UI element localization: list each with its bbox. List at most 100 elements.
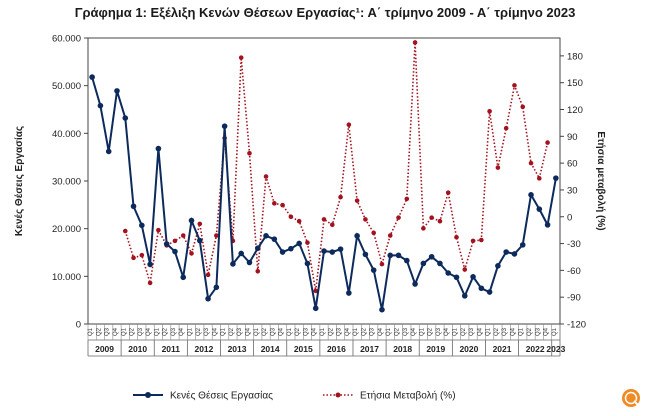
y-axis-left-label: Κενές Θέσεις Εργασίας bbox=[14, 126, 25, 236]
annual-change-point bbox=[437, 218, 443, 224]
vacancies-point bbox=[379, 306, 385, 313]
vacancies-point bbox=[486, 289, 493, 295]
x-quarter-label: Q1 bbox=[254, 327, 260, 336]
x-quarter-label: Q1 bbox=[121, 327, 127, 336]
annual-change-point bbox=[429, 215, 434, 220]
annual-change-line bbox=[124, 42, 549, 292]
vacancies-point bbox=[188, 217, 195, 224]
y-right-tick-label: -30 bbox=[567, 239, 581, 250]
x-year-label: 2020 bbox=[459, 344, 478, 354]
annual-change-point bbox=[296, 218, 302, 224]
x-quarter-label: Q4 bbox=[312, 327, 318, 336]
y-right-tick-label: 150 bbox=[567, 78, 583, 89]
series-layer bbox=[89, 40, 559, 313]
vacancies-point bbox=[221, 123, 228, 129]
vacancies-point bbox=[346, 290, 352, 296]
x-quarter-label: Q4 bbox=[378, 327, 384, 336]
x-year-label: 2009 bbox=[95, 344, 114, 354]
annual-change-point bbox=[512, 83, 517, 88]
annual-change-point bbox=[536, 176, 542, 181]
x-quarter-label: Q4 bbox=[444, 327, 450, 336]
y-right-tick-label: 30 bbox=[567, 185, 578, 196]
y-left-tick-label: 50.000 bbox=[52, 81, 81, 92]
annual-change-point bbox=[329, 222, 335, 228]
annual-change-point bbox=[520, 104, 526, 110]
vacancies-point bbox=[180, 274, 187, 281]
annual-change-point bbox=[387, 233, 393, 238]
y-right-tick-label: 60 bbox=[567, 159, 578, 170]
x-year-label: 2018 bbox=[393, 344, 412, 354]
x-quarter-label: Q3 bbox=[237, 327, 243, 336]
x-quarter-label: Q4 bbox=[477, 327, 483, 336]
x-quarter-label: Q3 bbox=[469, 327, 475, 336]
x-quarter-label: Q4 bbox=[212, 327, 218, 336]
x-quarter-label: Q2 bbox=[527, 327, 533, 336]
x-year-label: 2011 bbox=[162, 344, 181, 354]
vacancies-point bbox=[97, 102, 104, 109]
x-quarter-label: Q4 bbox=[245, 327, 251, 336]
annual-change-point bbox=[172, 238, 178, 244]
x-quarter-label: Q4 bbox=[146, 327, 152, 336]
annual-change-point bbox=[156, 227, 161, 233]
x-quarter-label: Q2 bbox=[461, 327, 467, 336]
x-quarter-label: Q4 bbox=[544, 327, 550, 336]
vacancies-point bbox=[453, 274, 460, 281]
publisher-logo bbox=[622, 389, 640, 407]
x-quarter-label: Q1 bbox=[154, 327, 160, 336]
x-quarter-label: Q3 bbox=[171, 327, 177, 336]
vacancies-point bbox=[519, 242, 526, 248]
vacancies-point bbox=[105, 148, 112, 155]
vacancies-point bbox=[420, 260, 427, 267]
vacancies-point bbox=[155, 145, 162, 152]
vacancies-point bbox=[362, 251, 369, 258]
vacancies-point bbox=[114, 88, 120, 94]
vacancies-point bbox=[312, 305, 319, 312]
x-quarter-label: Q1 bbox=[452, 327, 458, 336]
x-year-label: 2019 bbox=[426, 344, 445, 354]
x-quarter-label: Q3 bbox=[337, 327, 343, 336]
annual-change-point bbox=[139, 252, 145, 258]
annual-change-point bbox=[205, 272, 211, 278]
annual-change-point bbox=[412, 40, 418, 45]
vacancies-point bbox=[279, 249, 286, 255]
x-quarter-label: Q3 bbox=[138, 327, 144, 336]
x-quarter-label: Q4 bbox=[113, 327, 119, 336]
annual-change-point bbox=[197, 221, 203, 227]
x-year-label: 2021 bbox=[493, 344, 512, 354]
x-quarter-label: Q3 bbox=[535, 327, 541, 336]
annual-change-point bbox=[346, 122, 352, 127]
x-quarter-label: Q4 bbox=[345, 327, 351, 336]
x-quarter-label: Q2 bbox=[163, 327, 169, 336]
y-left-tick-label: 40.000 bbox=[52, 129, 81, 140]
annual-change-point bbox=[379, 261, 385, 267]
x-quarter-label: Q3 bbox=[270, 327, 276, 336]
annual-change-point bbox=[479, 237, 484, 243]
x-quarter-label: Q4 bbox=[179, 327, 185, 336]
vacancies-point bbox=[544, 222, 551, 228]
vacancies-point bbox=[296, 240, 302, 247]
vacancies-point bbox=[404, 257, 410, 264]
annual-change-point bbox=[503, 125, 509, 131]
x-quarter-label: Q1 bbox=[419, 327, 425, 336]
legend: Κενές Θέσεις Εργασίας Ετήσια Μεταβολή (%… bbox=[133, 390, 456, 402]
vacancies-point bbox=[238, 250, 244, 257]
x-quarter-label: Q3 bbox=[403, 327, 409, 336]
x-quarter-label: Q2 bbox=[130, 327, 136, 336]
annual-change-point bbox=[371, 230, 376, 236]
annual-change-point bbox=[263, 174, 269, 179]
annual-change-point bbox=[495, 165, 501, 170]
x-quarter-label: Q3 bbox=[204, 327, 210, 336]
vacancies-point bbox=[412, 281, 418, 287]
annual-change-point bbox=[189, 251, 194, 256]
x-quarter-label: Q1 bbox=[320, 327, 326, 336]
plot-border bbox=[87, 37, 561, 325]
x-quarter-label: Q1 bbox=[552, 327, 558, 336]
x-quarter-label: Q2 bbox=[494, 327, 500, 336]
x-year-label: 2023 bbox=[546, 344, 565, 354]
x-quarter-label: Q3 bbox=[502, 327, 508, 336]
annual-change-point bbox=[363, 217, 368, 222]
vacancies-point bbox=[495, 263, 501, 269]
logo-handle bbox=[633, 400, 639, 406]
vacancies-point bbox=[445, 270, 452, 276]
vacancies-point bbox=[304, 260, 311, 267]
